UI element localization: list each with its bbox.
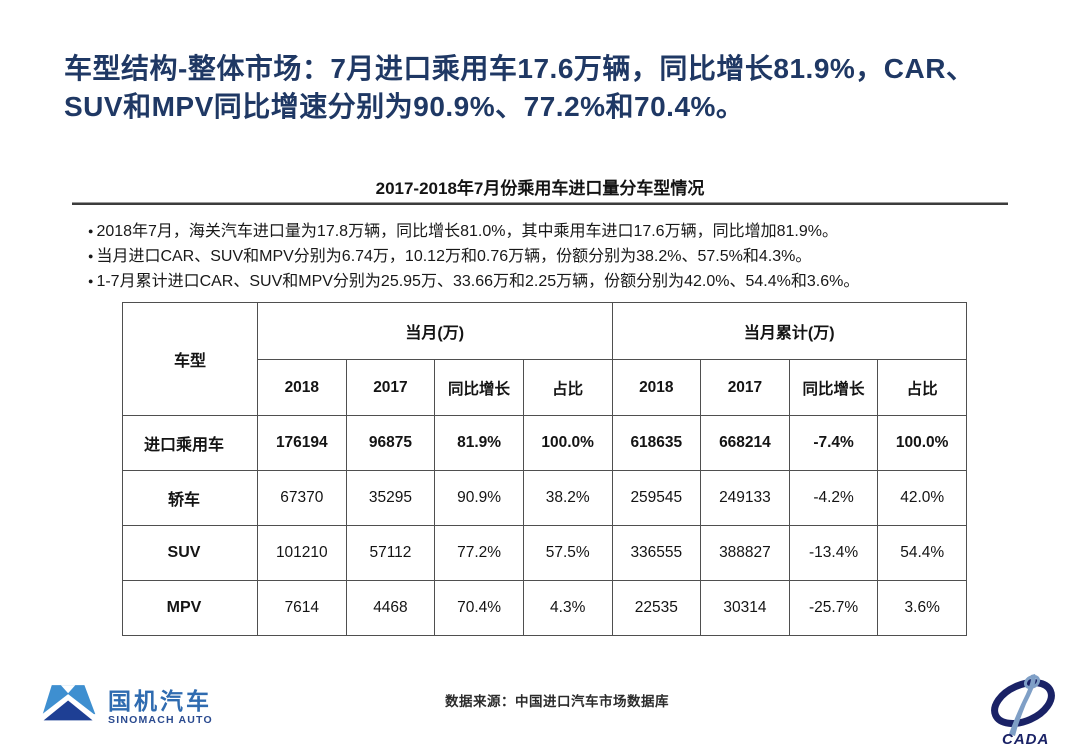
table-cell: 336555 <box>611 525 702 581</box>
column-header-2017-cum: 2017 <box>700 359 790 416</box>
sinomach-logo-text: 国机汽车 SINOMACH AUTO <box>108 688 213 727</box>
column-header-2018: 2018 <box>257 359 347 416</box>
table-cell: 81.9% <box>434 415 524 471</box>
table-cell: 100.0% <box>877 415 967 471</box>
table-row-mpv: MPV 7614 4468 70.4% 4.3% 22535 30314 -25… <box>122 580 967 636</box>
cada-logo-icon: CADA <box>982 670 1064 748</box>
sinomach-logo-cn: 国机汽车 <box>108 688 212 714</box>
table-cell: -25.7% <box>788 580 879 636</box>
table-cell: 77.2% <box>434 525 524 581</box>
table-row-sedan: 轿车 67370 35295 90.9% 38.2% 259545 249133… <box>122 470 967 526</box>
table-cell: 7614 <box>257 580 347 636</box>
column-header-yoy-growth-cum: 同比增长 <box>788 359 879 416</box>
table-row-imported-passenger-cars: 进口乘用车 176194 96875 81.9% 100.0% 618635 6… <box>122 415 967 471</box>
table-cell: 100.0% <box>522 415 613 471</box>
table-cell: 4.3% <box>522 580 613 636</box>
bullet-text: 当月进口CAR、SUV和MPV分别为6.74万，10.12万和0.76万辆，份额… <box>96 248 812 265</box>
bullet-item: 2018年7月，海关汽车进口量为17.8万辆，同比增长81.0%，其中乘用车进口… <box>88 219 1008 244</box>
column-header-share: 占比 <box>522 359 613 416</box>
table-cell: 618635 <box>611 415 702 471</box>
table-cell: -7.4% <box>788 415 879 471</box>
page-title: 车型结构-整体市场：7月进口乘用车17.6万辆，同比增长81.9%，CAR、SU… <box>64 53 975 122</box>
table-group-header-row: 车型 当月(万) 当月累计(万) <box>122 302 967 416</box>
bullet-text: 1-7月累计进口CAR、SUV和MPV分别为25.95万、33.66万和2.25… <box>96 273 860 290</box>
cada-logo-label: CADA <box>1002 731 1049 748</box>
table-cell: 38.2% <box>522 470 613 526</box>
table-cell: 388827 <box>700 525 790 581</box>
table-cell: 668214 <box>700 415 790 471</box>
row-label: 轿车 <box>122 470 258 526</box>
table-cell: 22535 <box>611 580 702 636</box>
sinomach-mark-icon <box>40 682 98 733</box>
bullet-item: 当月进口CAR、SUV和MPV分别为6.74万，10.12万和0.76万辆，份额… <box>88 244 1008 269</box>
sinomach-logo-en: SINOMACH AUTO <box>108 714 213 726</box>
table-cell: 101210 <box>257 525 347 581</box>
table-cell: 96875 <box>345 415 436 471</box>
import-volume-table: 车型 当月(万) 当月累计(万) 2018 2017 同比增长 占比 2018 … <box>122 302 967 636</box>
bullet-list: 2018年7月，海关汽车进口量为17.8万辆，同比增长81.0%，其中乘用车进口… <box>88 219 1008 294</box>
column-group-current-month: 当月(万) <box>257 302 613 360</box>
table-cell: 35295 <box>345 470 436 526</box>
column-group-cumulative: 当月累计(万) <box>611 302 967 360</box>
table-subheader-row: 2018 2017 同比增长 占比 2018 2017 同比增长 占比 <box>123 359 967 416</box>
table-cell: 70.4% <box>434 580 524 636</box>
sinomach-logo: 国机汽车 SINOMACH AUTO <box>40 682 213 733</box>
table-cell: 30314 <box>700 580 790 636</box>
table-cell: 54.4% <box>877 525 967 581</box>
table-cell: 57112 <box>345 525 436 581</box>
column-header-yoy-growth: 同比增长 <box>434 359 524 416</box>
table-cell: 42.0% <box>877 470 967 526</box>
table-cell: 4468 <box>345 580 436 636</box>
row-label: SUV <box>122 525 258 581</box>
table-cell: 57.5% <box>522 525 613 581</box>
table-cell: -4.2% <box>788 470 879 526</box>
table-caption: 2017-2018年7月份乘用车进口量分车型情况 <box>375 179 705 198</box>
column-header-2018-cum: 2018 <box>611 359 702 416</box>
table-row-suv: SUV 101210 57112 77.2% 57.5% 336555 3888… <box>122 525 967 581</box>
row-label: 进口乘用车 <box>122 415 258 471</box>
table-cell: -13.4% <box>788 525 879 581</box>
caption-divider <box>72 202 1008 205</box>
table-cell: 249133 <box>700 470 790 526</box>
row-label: MPV <box>122 580 258 636</box>
column-header-share-cum: 占比 <box>877 359 967 416</box>
column-header-2017: 2017 <box>345 359 436 416</box>
data-source-note: 数据来源：中国进口汽车市场数据库 <box>445 694 669 709</box>
table-cell: 90.9% <box>434 470 524 526</box>
table-cell: 176194 <box>257 415 347 471</box>
table-cell: 259545 <box>611 470 702 526</box>
bullet-item: 1-7月累计进口CAR、SUV和MPV分别为25.95万、33.66万和2.25… <box>88 269 1008 294</box>
table-cell: 67370 <box>257 470 347 526</box>
column-header-vehicle-type: 车型 <box>122 302 258 416</box>
bullet-text: 2018年7月，海关汽车进口量为17.8万辆，同比增长81.0%，其中乘用车进口… <box>96 223 838 240</box>
table-cell: 3.6% <box>877 580 967 636</box>
